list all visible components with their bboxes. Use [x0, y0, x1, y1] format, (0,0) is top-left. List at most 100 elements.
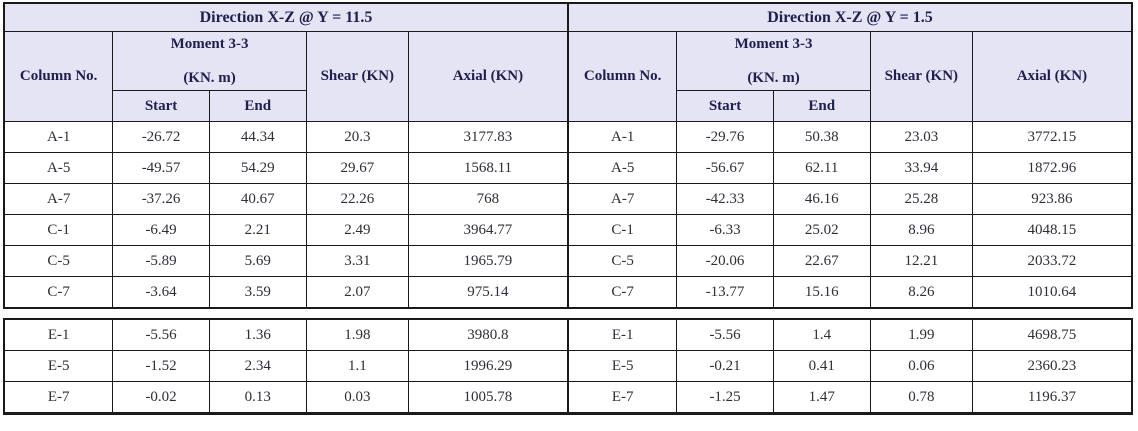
header-axial: Axial (KN): [971, 31, 1133, 122]
direction-block-y-11-5: Direction X-Z @ Y = 11.5 Column No. Mome…: [3, 2, 569, 415]
table-y-1-5-lower: E-1 -5.56 1.4 1.99 4698.75 E-5 -0.21 0.41 0.06 23…: [567, 318, 1133, 415]
table-row: A-1 -29.76 50.38 23.03 3772.15: [567, 121, 1133, 153]
moment-end-cell: 5.69: [208, 245, 307, 277]
moment-end-cell: 44.34: [208, 121, 307, 153]
header-moment-unit: (KN. m): [747, 69, 800, 86]
header-start: Start: [676, 90, 774, 122]
table-row: C-5 -20.06 22.67 12.21 2033.72: [567, 245, 1133, 277]
moment-start-cell: -56.67: [676, 152, 774, 184]
moment-start-cell: -5.89: [112, 245, 210, 277]
header-start: Start: [112, 90, 210, 122]
moment-end-cell: 22.67: [772, 245, 871, 277]
table-y-11-5-lower: E-1 -5.56 1.36 1.98 3980.8 E-5 -1.52 2.34 1.1 199…: [3, 318, 569, 415]
column-no-cell: E-5: [567, 350, 678, 382]
axial-cell: 975.14: [407, 276, 569, 309]
table-row: E-7 -1.25 1.47 0.78 1196.37: [567, 381, 1133, 414]
shear-cell: 8.26: [869, 276, 973, 309]
axial-cell: 4048.15: [971, 214, 1133, 246]
header-column-no: Column No.: [567, 31, 678, 122]
axial-cell: 768: [407, 183, 569, 215]
moment-end-cell: 50.38: [772, 121, 871, 153]
table-row: C-1 -6.33 25.02 8.96 4048.15: [567, 214, 1133, 246]
moment-end-cell: 62.11: [772, 152, 871, 184]
header-end: End: [772, 90, 871, 122]
column-no-cell: C-5: [3, 245, 114, 277]
shear-cell: 23.03: [869, 121, 973, 153]
table-row: A-1 -26.72 44.34 20.3 3177.83: [3, 121, 569, 153]
table-y-1-5-upper: Direction X-Z @ Y = 1.5 Column No. Momen…: [567, 2, 1133, 309]
shear-cell: 0.03: [305, 381, 409, 414]
table-title: Direction X-Z @ Y = 11.5: [3, 2, 569, 32]
moment-start-cell: -26.72: [112, 121, 210, 153]
rows-group-e: E-1 -5.56 1.36 1.98 3980.8 E-5 -1.52 2.34 1.1 199…: [3, 318, 569, 414]
moment-end-cell: 3.59: [208, 276, 307, 309]
shear-cell: 3.31: [305, 245, 409, 277]
axial-cell: 2033.72: [971, 245, 1133, 277]
axial-cell: 2360.23: [971, 350, 1133, 382]
column-no-cell: A-7: [567, 183, 678, 215]
table-row: A-5 -56.67 62.11 33.94 1872.96: [567, 152, 1133, 184]
moment-start-cell: -13.77: [676, 276, 774, 309]
moment-end-cell: 1.47: [772, 381, 871, 414]
shear-cell: 29.67: [305, 152, 409, 184]
header-moment-title: Moment 3-3: [170, 35, 249, 52]
moment-end-cell: 25.02: [772, 214, 871, 246]
shear-cell: 0.78: [869, 381, 973, 414]
table-row: E-5 -1.52 2.34 1.1 1996.29: [3, 350, 569, 382]
shear-cell: 1.98: [305, 318, 409, 351]
column-no-cell: A-1: [3, 121, 114, 153]
table-row: E-1 -5.56 1.4 1.99 4698.75: [567, 318, 1133, 351]
moment-start-cell: -20.06: [676, 245, 774, 277]
axial-cell: 1965.79: [407, 245, 569, 277]
axial-cell: 1010.64: [971, 276, 1133, 309]
header-end: End: [208, 90, 307, 122]
moment-end-cell: 2.34: [208, 350, 307, 382]
moment-start-cell: -5.56: [112, 318, 210, 351]
table-row: A-7 -37.26 40.67 22.26 768: [3, 183, 569, 215]
moment-start-cell: -1.25: [676, 381, 774, 414]
table-row: E-5 -0.21 0.41 0.06 2360.23: [567, 350, 1133, 382]
axial-cell: 3980.8: [407, 318, 569, 351]
column-no-cell: E-7: [567, 381, 678, 414]
moment-start-cell: -6.33: [676, 214, 774, 246]
axial-cell: 3772.15: [971, 121, 1133, 153]
shear-cell: 1.99: [869, 318, 973, 351]
moment-start-cell: -6.49: [112, 214, 210, 246]
shear-cell: 33.94: [869, 152, 973, 184]
header-moment: Moment 3-3 (KN. m): [112, 31, 307, 91]
moment-start-cell: -29.76: [676, 121, 774, 153]
axial-cell: 1996.29: [407, 350, 569, 382]
moment-end-cell: 46.16: [772, 183, 871, 215]
column-no-cell: C-1: [567, 214, 678, 246]
table-row: C-7 -3.64 3.59 2.07 975.14: [3, 276, 569, 309]
column-no-cell: C-7: [3, 276, 114, 309]
shear-cell: 20.3: [305, 121, 409, 153]
axial-cell: 3964.77: [407, 214, 569, 246]
header-shear: Shear (KN): [869, 31, 973, 122]
column-no-cell: A-5: [567, 152, 678, 184]
table-row: C-5 -5.89 5.69 3.31 1965.79: [3, 245, 569, 277]
header-shear: Shear (KN): [305, 31, 409, 122]
moment-end-cell: 40.67: [208, 183, 307, 215]
rows-group-ac: A-1 -26.72 44.34 20.3 3177.83 A-5 -49.57 54.29 2…: [3, 121, 569, 309]
column-no-cell: A-7: [3, 183, 114, 215]
header-moment: Moment 3-3 (KN. m): [676, 31, 871, 91]
moment-start-cell: -42.33: [676, 183, 774, 215]
column-no-cell: A-1: [567, 121, 678, 153]
header-column-no: Column No.: [3, 31, 114, 122]
moment-start-cell: -49.57: [112, 152, 210, 184]
table-row: C-7 -13.77 15.16 8.26 1010.64: [567, 276, 1133, 309]
moment-end-cell: 15.16: [772, 276, 871, 309]
moment-start-cell: -0.21: [676, 350, 774, 382]
shear-cell: 0.06: [869, 350, 973, 382]
rows-group-e: E-1 -5.56 1.4 1.99 4698.75 E-5 -0.21 0.41 0.06 23…: [567, 318, 1133, 414]
row-group-divider: [567, 309, 1133, 318]
table-row: A-5 -49.57 54.29 29.67 1568.11: [3, 152, 569, 184]
moment-end-cell: 1.4: [772, 318, 871, 351]
table-title: Direction X-Z @ Y = 1.5: [567, 2, 1133, 32]
row-group-divider: [3, 309, 569, 318]
table-row: E-1 -5.56 1.36 1.98 3980.8: [3, 318, 569, 351]
axial-cell: 1005.78: [407, 381, 569, 414]
header-moment-title: Moment 3-3: [734, 35, 813, 52]
table-row: A-7 -42.33 46.16 25.28 923.86: [567, 183, 1133, 215]
